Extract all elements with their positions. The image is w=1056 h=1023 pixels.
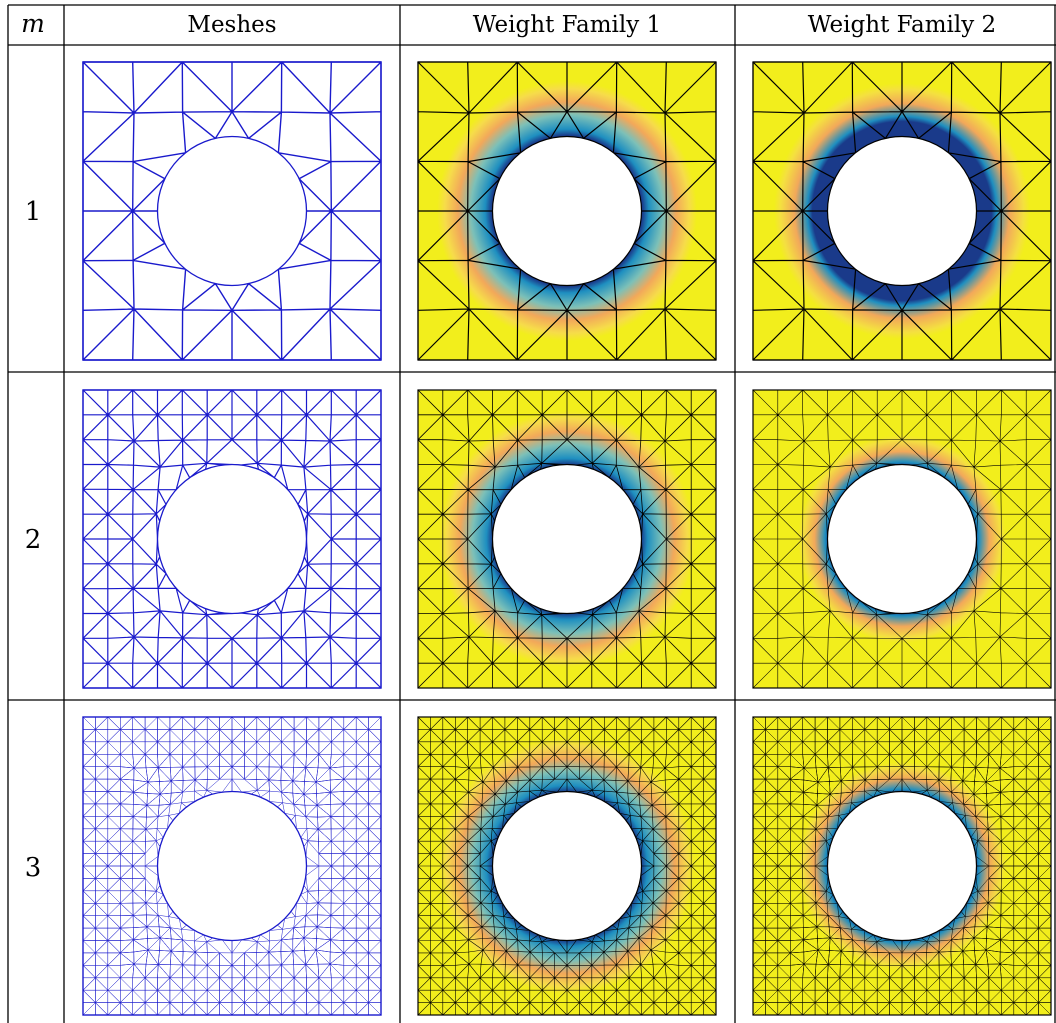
table-grid <box>7 4 1056 1023</box>
weight-family-1-plot-m2 <box>417 389 717 689</box>
mesh-plot-m3 <box>82 716 382 1016</box>
header-weight-family-2: Weight Family 2 <box>808 12 996 38</box>
weight-family-1-plot-m3 <box>417 716 717 1016</box>
weight-family-2-plot-m3 <box>752 716 1052 1016</box>
row-label-3: 3 <box>25 853 42 883</box>
mesh-plot-m1 <box>82 61 382 361</box>
weight-family-1-plot-m1 <box>417 61 717 361</box>
header-weight-family-1: Weight Family 1 <box>473 12 661 38</box>
header-m: m <box>21 9 45 38</box>
weight-family-2-plot-m2 <box>752 389 1052 689</box>
weight-family-2-plot-m1 <box>752 61 1052 361</box>
header-meshes: Meshes <box>187 12 276 38</box>
row-label-1: 1 <box>25 197 42 227</box>
mesh-plot-m2 <box>82 389 382 689</box>
row-label-2: 2 <box>25 525 42 555</box>
